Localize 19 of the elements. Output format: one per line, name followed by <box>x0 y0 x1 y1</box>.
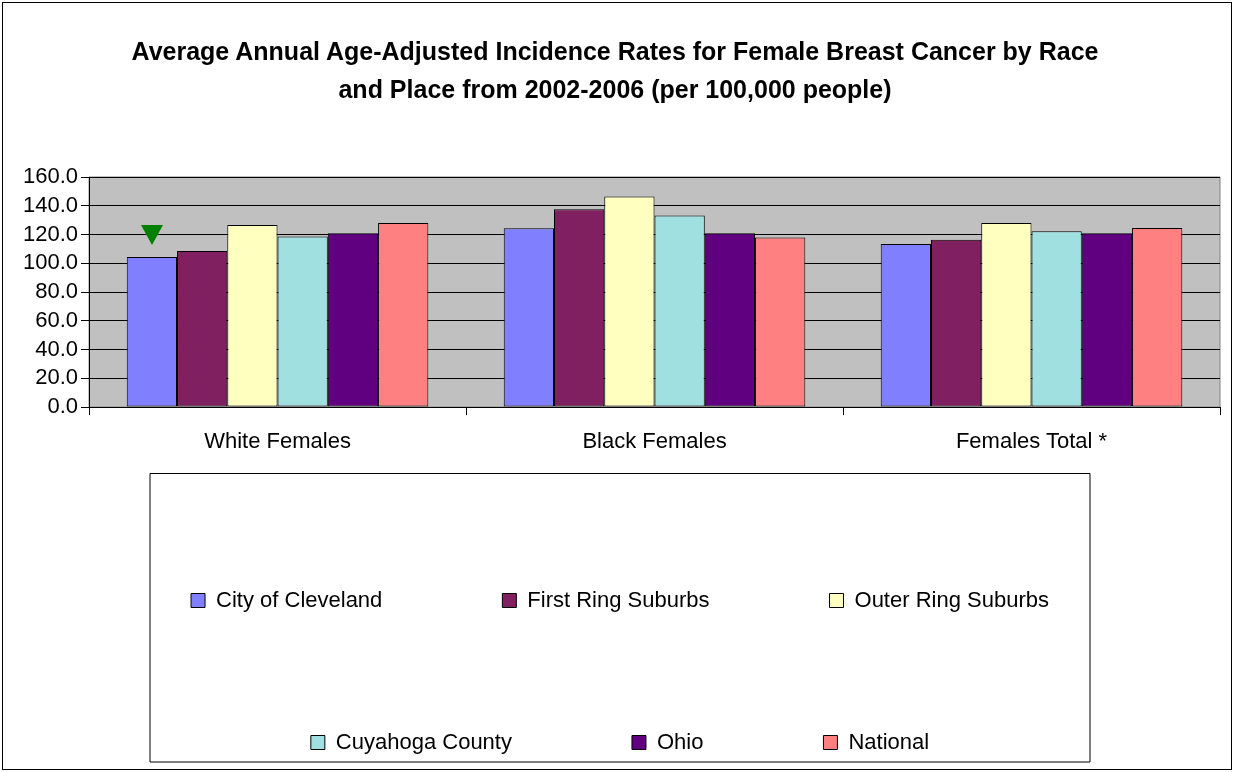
legend-label: First Ring Suburbs <box>527 586 710 612</box>
y-tick-label: 100.0 <box>22 249 79 275</box>
y-tick-label: 160.0 <box>22 163 79 189</box>
legend-label: Cuyahoga County <box>335 728 512 754</box>
legend-label: Ohio <box>656 728 704 754</box>
y-tick-label: 80.0 <box>35 278 79 304</box>
y-tick-label: 40.0 <box>35 335 79 361</box>
legend-label: Outer Ring Suburbs <box>854 586 1049 612</box>
x-tick-label: White Females <box>204 428 351 454</box>
y-tick-label: 140.0 <box>22 191 79 217</box>
legend-label: City of Cleveland <box>216 586 383 612</box>
y-tick-label: 0.0 <box>47 393 79 419</box>
x-tick-label: Females Total * <box>955 428 1108 454</box>
y-tick-label: 120.0 <box>22 220 79 246</box>
chart-title: Average Annual Age-Adjusted Incidence Rates for Female Breast Cancer by Race and Place from 2002-2006 (per 100,000 people) <box>130 36 1100 105</box>
y-tick-label: 60.0 <box>35 306 79 332</box>
y-tick-label: 20.0 <box>35 364 79 390</box>
x-tick-label: Black Females <box>582 428 727 454</box>
legend-label: National <box>848 728 930 754</box>
